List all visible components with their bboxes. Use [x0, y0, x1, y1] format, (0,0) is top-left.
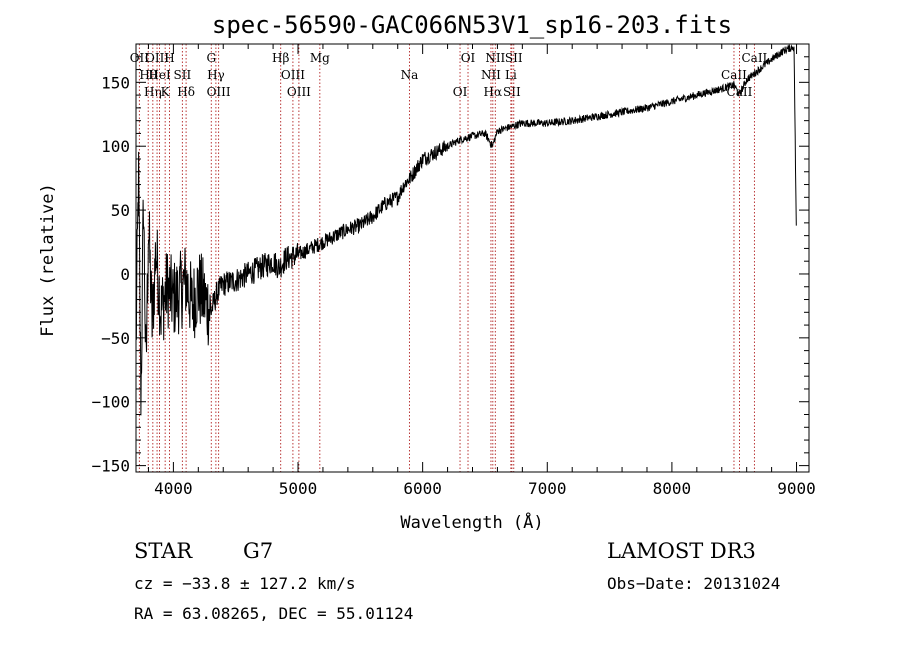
- y-tick-label: 0: [120, 265, 130, 284]
- x-axis-label: Wavelength (Å): [400, 511, 543, 533]
- spectral-line-label: OIII: [207, 85, 231, 99]
- spectral-line-label: CaII: [721, 68, 747, 82]
- observation-date: Obs−Date: 20131024: [607, 574, 780, 593]
- spectrum-line: [136, 45, 796, 416]
- spectral-line-label: NII: [485, 51, 505, 65]
- y-axis-label: Flux (relative): [38, 183, 58, 337]
- x-tick-label: 5000: [279, 479, 318, 498]
- spectral-line-label: Hδ: [177, 85, 195, 99]
- spectral-line-label: G: [206, 51, 216, 65]
- x-tick-label: 6000: [403, 479, 442, 498]
- spectral-line-markers: OIIHθHηOIIIHeIKHSIIHδGHγOIIIHβOIIIOIIIMg…: [130, 44, 768, 472]
- spectral-line-label: OI: [461, 51, 476, 65]
- spectral-line-label: SII: [503, 85, 521, 99]
- spectral-line-label: Li: [505, 68, 517, 82]
- plot-frame: [136, 44, 809, 472]
- y-tick-label: −50: [101, 329, 130, 348]
- y-tick-label: −150: [91, 457, 130, 476]
- object-subclass: G7: [243, 539, 273, 563]
- spectral-line-label: Hγ: [207, 68, 225, 82]
- spectral-line-label: Mg: [310, 51, 330, 65]
- y-tick-label: −100: [91, 393, 130, 412]
- x-tick-label: 9000: [777, 479, 816, 498]
- x-tick-label: 8000: [653, 479, 692, 498]
- spectral-line-label: OIII: [287, 85, 311, 99]
- spectral-line-label: OIII: [281, 68, 305, 82]
- x-tick-label: 4000: [154, 479, 193, 498]
- redshift-velocity: cz = −33.8 ± 127.2 km/s: [134, 574, 356, 593]
- spectral-line-label: Hη: [144, 85, 162, 99]
- y-tick-label: 100: [101, 137, 130, 156]
- object-class: STAR: [134, 539, 192, 563]
- spectral-line-label: Hβ: [272, 51, 289, 65]
- coordinates: RA = 63.08265, DEC = 55.01124: [134, 604, 413, 623]
- x-tick-label: 7000: [528, 479, 567, 498]
- spectral-line-label: NII: [481, 68, 501, 82]
- survey-name: LAMOST DR3: [607, 539, 756, 563]
- spectral-line-label: Na: [401, 68, 419, 82]
- spectral-line-label: SII: [174, 68, 192, 82]
- spectral-line-label: Hα: [484, 85, 503, 99]
- y-tick-label: 150: [101, 73, 130, 92]
- chart-title: spec-56590-GAC066N53V1_sp16-203.fits: [212, 11, 732, 39]
- y-tick-label: 50: [111, 201, 130, 220]
- spectral-line-label: SII: [505, 51, 523, 65]
- spectral-line-label: OI: [453, 85, 468, 99]
- spectral-line-label: HeI: [148, 68, 171, 82]
